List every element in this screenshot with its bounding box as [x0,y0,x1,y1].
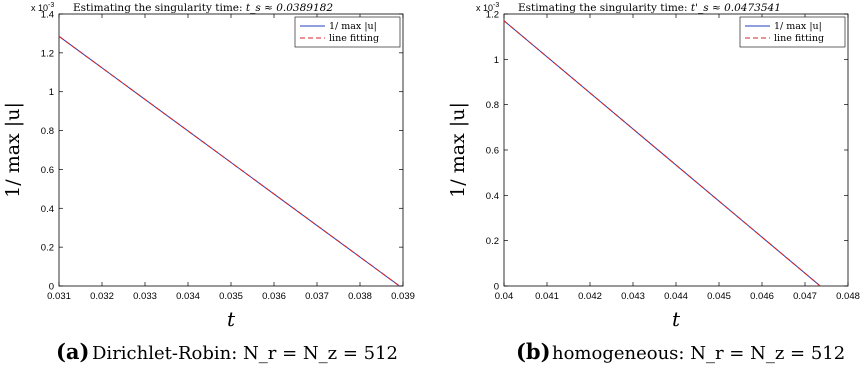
x-tick-label: 0.04 [495,291,514,302]
y-tick-label: 0 [494,282,499,293]
y-tick-label: 0.6 [41,165,54,176]
y-tick-label: 1.2 [486,10,499,21]
y-axis-label: 1/ max |u| [447,102,469,198]
y-tick-label: 0.4 [486,191,499,202]
y-tick-label: 0 [49,282,54,293]
x-tick-label: 0.041 [535,291,559,302]
x-tick-label: 0.045 [707,291,731,302]
x-tick-label: 0.044 [664,291,688,302]
chart-title: Estimating the singularity time: t_s ≈ 0… [73,2,333,14]
x-tick-label: 0.034 [176,291,200,302]
chart-title: Estimating the singularity time: t'_s ≈ … [518,2,781,14]
caption-tag: (a) [56,339,89,364]
series-line-2 [58,35,400,287]
series-line-2 [503,20,821,287]
legend-label: 1/ max |u| [774,21,822,32]
y-tick-label: 1.2 [41,48,54,59]
x-axis-label: t [227,307,236,331]
legend-box [739,16,846,48]
y-tick-label: 0.8 [41,126,54,137]
x-axis-label: t [672,307,681,331]
legend-label: line fitting [329,33,379,44]
x-tick-label: 0.031 [47,291,71,302]
y-tick-label: 1 [49,87,54,98]
y-tick-label: 0.6 [486,146,499,157]
caption-tag: (b) [516,339,551,364]
x-tick-label: 0.039 [391,291,415,302]
legend-box [294,16,401,48]
x-tick-label: 0.036 [262,291,286,302]
x-tick-label: 0.046 [750,291,774,302]
y-tick-label: 0.2 [41,243,54,254]
y-tick-label: 0.2 [486,236,499,247]
chart-panel-1: 0.031 0.032 0.033 0.034 0.035 0.036 0.037 0.038… [2,2,415,364]
y-tick-label: 0.4 [41,204,54,215]
series-line-1 [503,20,821,287]
x-tick-label: 0.043 [621,291,645,302]
caption-text: homogeneous: N_r = N_z = 512 [552,343,845,364]
chart-panel-2: 0.04 0.041 0.042 0.043 0.044 0.045 0.046 0.047 0… [447,2,860,364]
y-exponent-label: x 10-3 [476,2,499,13]
x-tick-label: 0.048 [836,291,860,302]
x-tick-label: 0.047 [793,291,817,302]
x-tick-label: 0.033 [133,291,157,302]
plot-area [503,13,849,287]
y-tick-label: 1.4 [41,10,54,21]
y-exponent-label: x 10-3 [31,2,54,13]
y-axis-label: 1/ max |u| [2,102,24,198]
y-tick-label: 0.8 [486,100,499,111]
plot-area [58,13,404,287]
x-tick-label: 0.037 [305,291,329,302]
y-tick-label: 1 [494,55,499,66]
caption-text: Dirichlet-Robin: N_r = N_z = 512 [92,343,398,364]
x-tick-label: 0.035 [219,291,243,302]
x-tick-label: 0.032 [90,291,114,302]
x-tick-label: 0.042 [578,291,602,302]
legend-label: line fitting [774,33,824,44]
x-tick-label: 0.038 [348,291,372,302]
legend-label: 1/ max |u| [329,21,377,32]
